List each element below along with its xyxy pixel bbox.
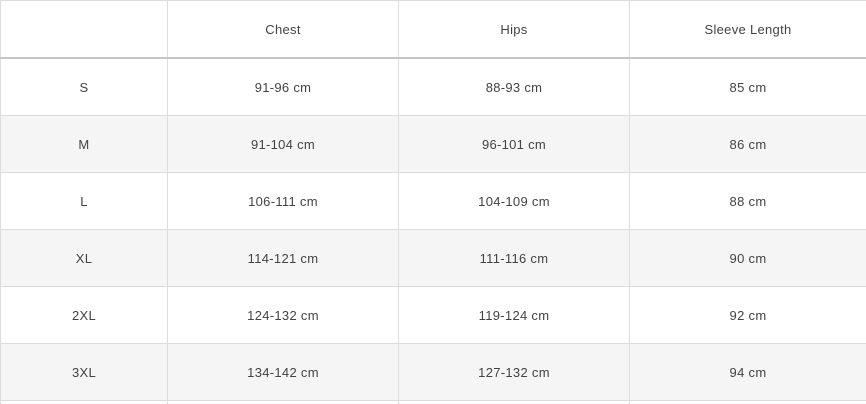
table-row-3xl: 3XL 134-142 cm 127-132 cm 94 cm [0,343,866,401]
table-row-xl: XL 114-121 cm 111-116 cm 90 cm [0,229,866,287]
hips-cell: 104-109 cm [398,172,630,230]
size-cell: 2XL [0,286,168,344]
chest-cell: 91-96 cm [167,57,399,116]
chest-cell: 124-132 cm [167,286,399,344]
chest-cell: 114-121 cm [167,229,399,287]
table-row-2xl: 2XL 124-132 cm 119-124 cm 92 cm [0,286,866,344]
sleeve-length-cell [629,400,866,404]
chest-cell [167,400,399,404]
size-cell: XL [0,229,168,287]
size-cell: M [0,115,168,173]
column-header-size [0,0,168,59]
size-cell: S [0,57,168,116]
sleeve-length-cell: 88 cm [629,172,866,230]
hips-cell: 119-124 cm [398,286,630,344]
column-header-sleeve-length: Sleeve Length [629,0,866,59]
sleeve-length-cell: 94 cm [629,343,866,401]
column-header-chest: Chest [167,0,399,59]
header-row: Chest Hips Sleeve Length [0,0,866,59]
size-chart-body: S 91-96 cm 88-93 cm 85 cm M 91-104 cm 96… [0,57,866,404]
hips-cell: 111-116 cm [398,229,630,287]
sleeve-length-cell: 86 cm [629,115,866,173]
table-row-s: S 91-96 cm 88-93 cm 85 cm [0,57,866,116]
size-cell [0,400,168,404]
chest-cell: 106-111 cm [167,172,399,230]
hips-cell: 88-93 cm [398,57,630,116]
sleeve-length-cell: 92 cm [629,286,866,344]
chest-cell: 91-104 cm [167,115,399,173]
size-chart-header: Chest Hips Sleeve Length [0,0,866,59]
table-row-partial [0,400,866,404]
hips-cell [398,400,630,404]
table-row-l: L 106-111 cm 104-109 cm 88 cm [0,172,866,230]
sleeve-length-cell: 90 cm [629,229,866,287]
hips-cell: 127-132 cm [398,343,630,401]
hips-cell: 96-101 cm [398,115,630,173]
chest-cell: 134-142 cm [167,343,399,401]
size-cell: L [0,172,168,230]
sleeve-length-cell: 85 cm [629,57,866,116]
size-cell: 3XL [0,343,168,401]
column-header-hips: Hips [398,0,630,59]
table-row-m: M 91-104 cm 96-101 cm 86 cm [0,115,866,173]
